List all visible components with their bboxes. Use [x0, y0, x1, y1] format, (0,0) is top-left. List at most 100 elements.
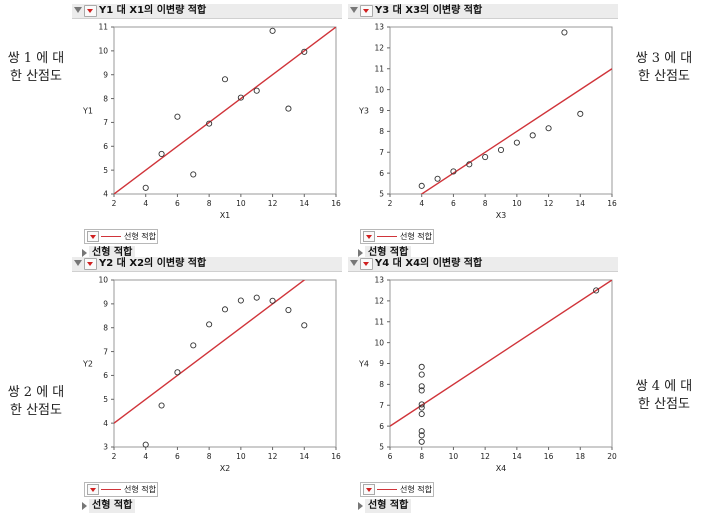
disclosure-triangle-icon[interactable]	[74, 260, 82, 266]
x-tick-label: 4	[143, 452, 148, 461]
legend-menu-icon[interactable]	[87, 484, 99, 495]
linear-fit-outline-label: 선형 적합	[89, 499, 136, 513]
expand-triangle-icon[interactable]	[358, 502, 363, 510]
legend-menu-icon[interactable]	[87, 231, 99, 242]
x-tick-label: 16	[331, 452, 341, 461]
y-tick-label: 10	[374, 338, 384, 347]
y-tick-label: 10	[98, 47, 108, 56]
disclosure-triangle-icon[interactable]	[350, 260, 358, 266]
data-point	[418, 401, 425, 408]
x-tick-label: 16	[331, 199, 341, 208]
y-tick-label: 10	[374, 85, 384, 94]
y-tick-label: 13	[374, 276, 384, 285]
data-point	[285, 307, 292, 314]
data-point	[418, 432, 425, 439]
legend-menu-icon[interactable]	[363, 484, 375, 495]
y-tick-label: 6	[379, 422, 384, 431]
expand-triangle-icon[interactable]	[82, 502, 87, 510]
x-tick-label: 8	[207, 452, 212, 461]
x-tick-label: 16	[544, 452, 554, 461]
legend-label: 선형 적합	[124, 232, 156, 241]
data-point	[450, 168, 457, 175]
y-axis-label: Y4	[358, 360, 369, 369]
data-point	[482, 154, 489, 161]
x-tick-label: 12	[268, 452, 278, 461]
y-tick-label: 5	[103, 395, 108, 404]
y-tick-label: 8	[379, 380, 384, 389]
x-axis-label: X3	[496, 211, 507, 220]
data-point	[418, 371, 425, 378]
panel-header: Y4 대 X4의 이변량 적합	[348, 257, 618, 272]
data-point	[418, 428, 425, 435]
x-tick-label: 2	[112, 452, 117, 461]
data-point	[158, 150, 165, 157]
y-tick-label: 4	[103, 190, 108, 199]
y-tick-label: 8	[103, 94, 108, 103]
red-triangle-menu-icon[interactable]	[360, 5, 373, 17]
x-tick-label: 16	[607, 199, 617, 208]
data-point	[269, 297, 276, 304]
plot-frame	[389, 279, 613, 448]
legend-label: 선형 적합	[400, 485, 432, 494]
disclosure-triangle-icon[interactable]	[350, 7, 358, 13]
data-point	[418, 182, 425, 189]
y-tick-label: 12	[374, 297, 384, 306]
panel-title: Y3 대 X3의 이변량 적합	[375, 5, 483, 16]
y-tick-label: 5	[103, 166, 108, 175]
expand-triangle-icon[interactable]	[82, 249, 87, 257]
x-tick-label: 2	[388, 199, 393, 208]
data-point	[434, 175, 441, 182]
x-tick-label: 8	[207, 199, 212, 208]
x-axis-label: X1	[220, 211, 231, 220]
red-triangle-menu-icon[interactable]	[360, 258, 373, 270]
side-label-pair-1: 쌍 1 에 대 한 산점도	[0, 50, 72, 86]
y-tick-label: 11	[374, 64, 384, 73]
red-triangle-menu-icon[interactable]	[84, 258, 97, 270]
y-tick-label: 7	[379, 401, 384, 410]
y-tick-label: 8	[103, 323, 108, 332]
data-point	[513, 139, 520, 146]
y-tick-label: 4	[103, 419, 108, 428]
y-tick-label: 9	[103, 300, 108, 309]
expand-triangle-icon[interactable]	[358, 249, 363, 257]
y-tick-label: 6	[103, 371, 108, 380]
data-point	[418, 383, 425, 390]
y-tick-label: 9	[379, 359, 384, 368]
linear-fit-outline-label: 선형 적합	[89, 246, 136, 260]
data-point	[301, 322, 308, 329]
legend-label: 선형 적합	[400, 232, 432, 241]
legend: 선형 적합	[360, 482, 434, 497]
data-point	[158, 402, 165, 409]
data-point	[221, 306, 229, 313]
legend: 선형 적합	[84, 482, 158, 497]
x-tick-label: 2	[112, 199, 117, 208]
x-tick-label: 6	[451, 199, 456, 208]
y-tick-label: 6	[103, 142, 108, 151]
x-tick-label: 10	[236, 452, 246, 461]
linear-fit-line	[114, 27, 336, 194]
side-label-line: 쌍 1 에 대	[7, 51, 65, 66]
data-point	[418, 387, 425, 394]
data-point	[418, 363, 425, 370]
data-point	[301, 48, 308, 55]
y-tick-label: 8	[379, 127, 384, 136]
data-point	[253, 294, 260, 301]
x-tick-label: 14	[300, 199, 310, 208]
x-axis-label: X2	[220, 464, 231, 473]
y-tick-label: 11	[98, 23, 108, 32]
y-tick-label: 9	[379, 106, 384, 115]
data-point	[221, 76, 229, 83]
x-tick-label: 6	[388, 452, 393, 461]
panel-header: Y2 대 X2의 이변량 적합	[72, 257, 342, 272]
data-point	[497, 146, 505, 154]
y-tick-label: 7	[379, 148, 384, 157]
red-triangle-menu-icon[interactable]	[84, 5, 97, 17]
data-point	[466, 161, 473, 168]
disclosure-triangle-icon[interactable]	[74, 7, 82, 13]
legend-menu-icon[interactable]	[363, 231, 375, 242]
y-tick-label: 13	[374, 23, 384, 32]
data-point	[174, 113, 181, 120]
legend-line-swatch	[101, 489, 121, 490]
chart-panel-y2-x2: Y2 대 X2의 이변량 적합 2 4 6 8 10 12 14 16 3 4 5 6 7 8 9 10 X2 Y2…	[72, 257, 342, 515]
